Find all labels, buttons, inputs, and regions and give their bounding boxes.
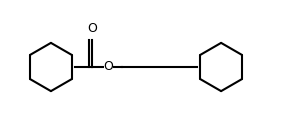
Text: O: O xyxy=(104,60,114,74)
Text: O: O xyxy=(88,22,98,35)
